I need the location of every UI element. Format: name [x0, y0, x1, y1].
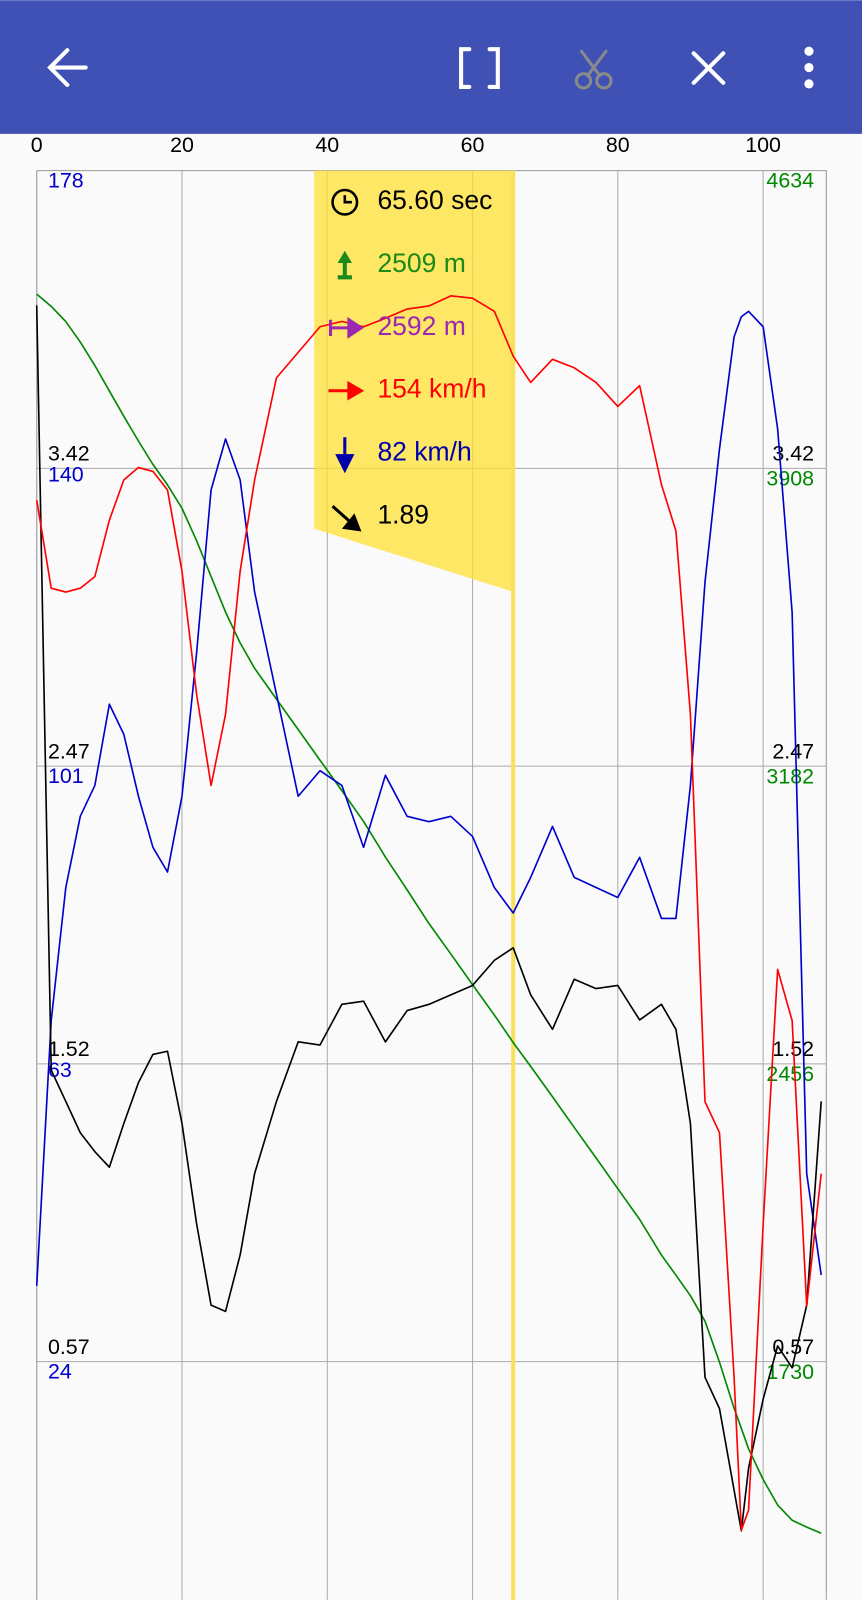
y2-tick-label: 140 — [48, 462, 84, 486]
readout-row: 65.60 sec — [331, 185, 492, 216]
menu-button[interactable] — [804, 46, 814, 89]
icon — [337, 250, 352, 280]
x-tick-label: 100 — [745, 133, 781, 157]
close-button[interactable] — [691, 51, 726, 85]
readout-label: 65.60 sec — [377, 185, 492, 215]
app-bar — [0, 0, 862, 134]
readout-row: 154 km/h — [328, 374, 487, 404]
y-tick-label: 2.47 — [772, 739, 814, 763]
icon — [328, 316, 364, 339]
y-tick-label: 1.52 — [48, 1037, 90, 1061]
readout-row: 2509 m — [337, 248, 466, 280]
fullscreen-button[interactable] — [459, 47, 500, 89]
icon — [328, 380, 365, 401]
y3-tick-label: 3908 — [766, 466, 814, 490]
series-line — [35, 295, 823, 1532]
readout-row: 1.89 — [331, 499, 429, 532]
readout-label: 82 km/h — [377, 437, 471, 467]
y3-tick-label: 2456 — [766, 1062, 814, 1086]
x-tick-label: 60 — [461, 133, 485, 157]
readout-box — [314, 170, 514, 592]
back-button[interactable] — [47, 48, 88, 87]
y2-tick-label: 178 — [48, 168, 84, 192]
readout-label: 2509 m — [377, 248, 465, 278]
y3-tick-label: 3182 — [766, 764, 814, 788]
readout-row: 2592 m — [328, 311, 466, 341]
cut-button[interactable] — [574, 49, 613, 90]
icon — [335, 437, 355, 474]
x-tick-label: 80 — [606, 133, 630, 157]
y3-tick-label: 4634 — [766, 168, 814, 192]
readout-row: 82 km/h — [335, 437, 472, 474]
series-line — [35, 305, 823, 1532]
y2-tick-label: 101 — [48, 764, 84, 788]
y-tick-label: 3.42 — [48, 442, 90, 466]
readout-label: 1.89 — [377, 499, 429, 529]
x-tick-label: 0 — [31, 133, 43, 157]
x-tick-label: 40 — [315, 133, 339, 157]
icon — [331, 505, 362, 532]
x-tick-label: 20 — [170, 133, 194, 157]
app-bar-icons — [47, 47, 726, 90]
series-line — [35, 310, 823, 1286]
readout-label: 2592 m — [377, 311, 465, 341]
icon — [331, 188, 359, 216]
y-tick-label: 0.57 — [48, 1335, 90, 1359]
icon — [343, 195, 352, 204]
readout-label: 154 km/h — [377, 374, 486, 404]
y2-tick-label: 24 — [48, 1359, 72, 1383]
series-line — [36, 293, 822, 1535]
y-tick-label: 2.47 — [48, 739, 90, 763]
